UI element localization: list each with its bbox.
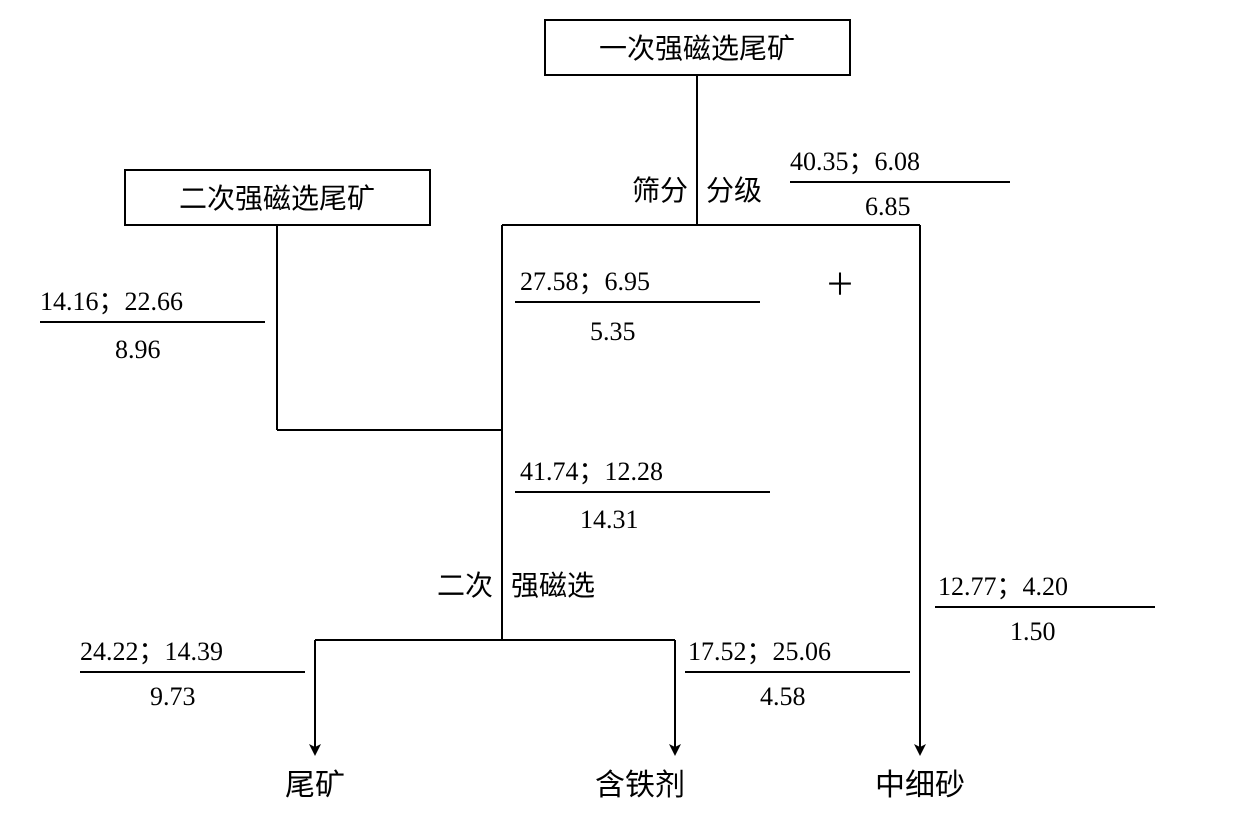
frac-sand: 12.77；4.20 1.50 bbox=[935, 572, 1155, 646]
frac-iron-bot: 4.58 bbox=[760, 682, 806, 711]
frac-tail-bot: 9.73 bbox=[150, 682, 196, 711]
out-tail: 尾矿 bbox=[285, 769, 345, 802]
frac-tail-top: 24.22；14.39 bbox=[80, 637, 223, 666]
out-iron: 含铁剂 bbox=[595, 769, 685, 802]
frac-sand-top: 12.77；4.20 bbox=[938, 572, 1068, 601]
frac-iron-top: 17.52；25.06 bbox=[688, 637, 831, 666]
frac-right-top: 40.35；6.08 6.85 bbox=[790, 147, 1010, 221]
mag2-right: 强磁选 bbox=[511, 570, 595, 602]
box-left-label: 二次强磁选尾矿 bbox=[179, 183, 375, 215]
frac-right-top-bot: 6.85 bbox=[865, 192, 911, 221]
frac-left-box: 14.16；22.66 8.96 bbox=[40, 287, 265, 364]
frac-plus: 27.58；6.95 5.35 bbox=[515, 267, 760, 346]
box-top-label: 一次强磁选尾矿 bbox=[599, 33, 795, 65]
plus-symbol: ＋ bbox=[825, 269, 855, 302]
frac-left-box-bot: 8.96 bbox=[115, 335, 161, 364]
screen-right: 分级 bbox=[706, 175, 762, 207]
screen-left: 筛分 bbox=[632, 175, 688, 207]
frac-iron: 17.52；25.06 4.58 bbox=[685, 637, 910, 711]
frac-tail: 24.22；14.39 9.73 bbox=[80, 637, 305, 711]
frac-sand-bot: 1.50 bbox=[1010, 617, 1056, 646]
frac-mid: 41.74；12.28 14.31 bbox=[515, 457, 770, 534]
frac-mid-bot: 14.31 bbox=[580, 505, 639, 534]
frac-left-box-top: 14.16；22.66 bbox=[40, 287, 183, 316]
frac-right-top-top: 40.35；6.08 bbox=[790, 147, 920, 176]
frac-plus-bot: 5.35 bbox=[590, 317, 636, 346]
mag2-left: 二次 bbox=[437, 570, 493, 602]
frac-plus-top: 27.58；6.95 bbox=[520, 267, 650, 296]
out-sand: 中细砂 bbox=[875, 769, 965, 802]
frac-mid-top: 41.74；12.28 bbox=[520, 457, 663, 486]
